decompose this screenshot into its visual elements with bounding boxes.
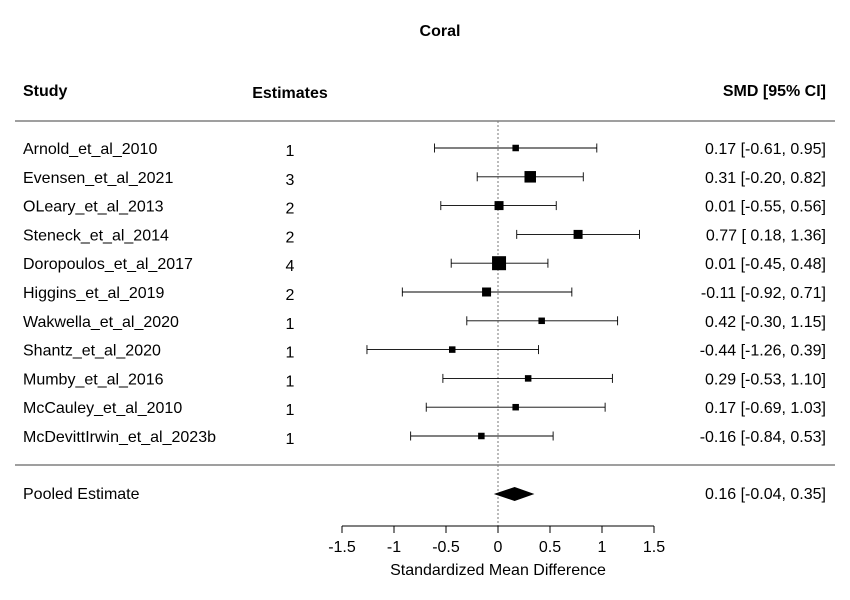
study-label: Mumby_et_al_2016 <box>23 371 164 388</box>
study-label: Arnold_et_al_2010 <box>23 141 157 158</box>
study-label: McDevittIrwin_et_al_2023b <box>23 429 216 446</box>
x-tick-label: -0.5 <box>432 539 460 556</box>
table-row: McCauley_et_al_2010 1 0.17 [-0.69, 1.03] <box>23 400 826 419</box>
ci-text: -0.11 [-0.92, 0.71] <box>701 285 826 302</box>
ci-text: -0.44 [-1.26, 0.39] <box>700 343 826 360</box>
table-row: Doropoulos_et_al_2017 4 0.01 [-0.45, 0.48] <box>23 256 826 275</box>
table-row: OLeary_et_al_2013 2 0.01 [-0.55, 0.56] <box>23 199 826 218</box>
ci-text: 0.42 [-0.30, 1.15] <box>705 314 826 331</box>
point-estimate-marker <box>478 432 485 440</box>
point-estimate-marker <box>482 287 492 297</box>
ci-text: 0.77 [ 0.18, 1.36] <box>706 227 826 244</box>
estimates-count: 1 <box>286 431 295 448</box>
point-estimate-marker <box>524 375 532 382</box>
x-tick-label: 0 <box>494 539 503 556</box>
estimates-count: 1 <box>286 402 295 419</box>
point-estimate-marker <box>573 229 583 239</box>
x-tick-label: -1 <box>387 539 401 556</box>
pooled-label: Pooled Estimate <box>23 486 140 503</box>
study-label: Steneck_et_al_2014 <box>23 227 169 244</box>
study-label: Evensen_et_al_2021 <box>23 170 173 187</box>
estimates-count: 3 <box>286 172 295 189</box>
estimates-count: 1 <box>286 316 295 333</box>
point-estimate-marker <box>512 403 519 411</box>
estimates-count: 2 <box>286 229 295 246</box>
x-axis: -1.5 -1 -0.5 0 0.5 1 1.5 <box>328 525 665 556</box>
table-row: Mumby_et_al_2016 1 0.29 [-0.53, 1.10] <box>23 371 826 390</box>
estimates-count: 2 <box>286 287 295 304</box>
point-estimate-marker <box>448 346 456 353</box>
x-tick-label: -1.5 <box>328 539 356 556</box>
estimates-count: 1 <box>286 143 295 160</box>
ci-column-header: SMD [95% CI] <box>723 83 826 100</box>
estimates-count: 1 <box>286 345 295 362</box>
study-label: Wakwella_et_al_2020 <box>23 314 179 331</box>
x-tick-label: 0.5 <box>539 539 561 556</box>
estimates-count: 1 <box>286 373 295 390</box>
table-row: Evensen_et_al_2021 3 0.31 [-0.20, 0.82] <box>23 170 826 189</box>
ci-text: 0.01 [-0.45, 0.48] <box>705 256 826 273</box>
point-estimate-marker <box>492 256 507 271</box>
pooled-diamond <box>493 487 535 501</box>
study-label: Doropoulos_et_al_2017 <box>23 256 193 273</box>
ci-text: 0.31 [-0.20, 0.82] <box>705 170 826 187</box>
study-label: OLeary_et_al_2013 <box>23 199 164 216</box>
study-label: McCauley_et_al_2010 <box>23 400 182 417</box>
ci-text: 0.17 [-0.61, 0.95] <box>705 141 826 158</box>
study-column-header: Study <box>23 83 68 100</box>
ci-text: 0.01 [-0.55, 0.56] <box>705 199 826 216</box>
table-row: Arnold_et_al_2010 1 0.17 [-0.61, 0.95] <box>23 141 826 160</box>
point-estimate-marker <box>494 201 504 211</box>
ci-text: 0.17 [-0.69, 1.03] <box>705 400 826 417</box>
ci-text: -0.16 [-0.84, 0.53] <box>700 429 826 446</box>
x-tick-label: 1 <box>598 539 607 556</box>
table-row: Steneck_et_al_2014 2 0.77 [ 0.18, 1.36] <box>23 227 826 246</box>
point-estimate-marker <box>512 144 519 152</box>
point-estimate-marker <box>524 171 536 183</box>
x-axis-label: Standardized Mean Difference <box>390 562 606 579</box>
table-row: Higgins_et_al_2019 2 -0.11 [-0.92, 0.71] <box>23 285 826 304</box>
table-row: McDevittIrwin_et_al_2023b 1 -0.16 [-0.84, … <box>23 429 826 448</box>
study-label: Shantz_et_al_2020 <box>23 343 161 360</box>
chart-title: Coral <box>420 23 461 40</box>
point-estimate-marker <box>538 317 545 325</box>
ci-text: 0.29 [-0.53, 1.10] <box>705 371 826 388</box>
estimates-count: 4 <box>286 258 295 275</box>
table-row: Wakwella_et_al_2020 1 0.42 [-0.30, 1.15] <box>23 314 826 333</box>
estimates-count: 2 <box>286 201 295 218</box>
pooled-ci-text: 0.16 [-0.04, 0.35] <box>705 486 826 503</box>
study-rows: Arnold_et_al_2010 1 0.17 [-0.61, 0.95] Even… <box>23 141 826 448</box>
table-row: Shantz_et_al_2020 1 -0.44 [-1.26, 0.39] <box>23 343 826 362</box>
estimates-column-header: Estimates <box>252 85 328 102</box>
x-tick-label: 1.5 <box>643 539 665 556</box>
study-label: Higgins_et_al_2019 <box>23 285 165 302</box>
